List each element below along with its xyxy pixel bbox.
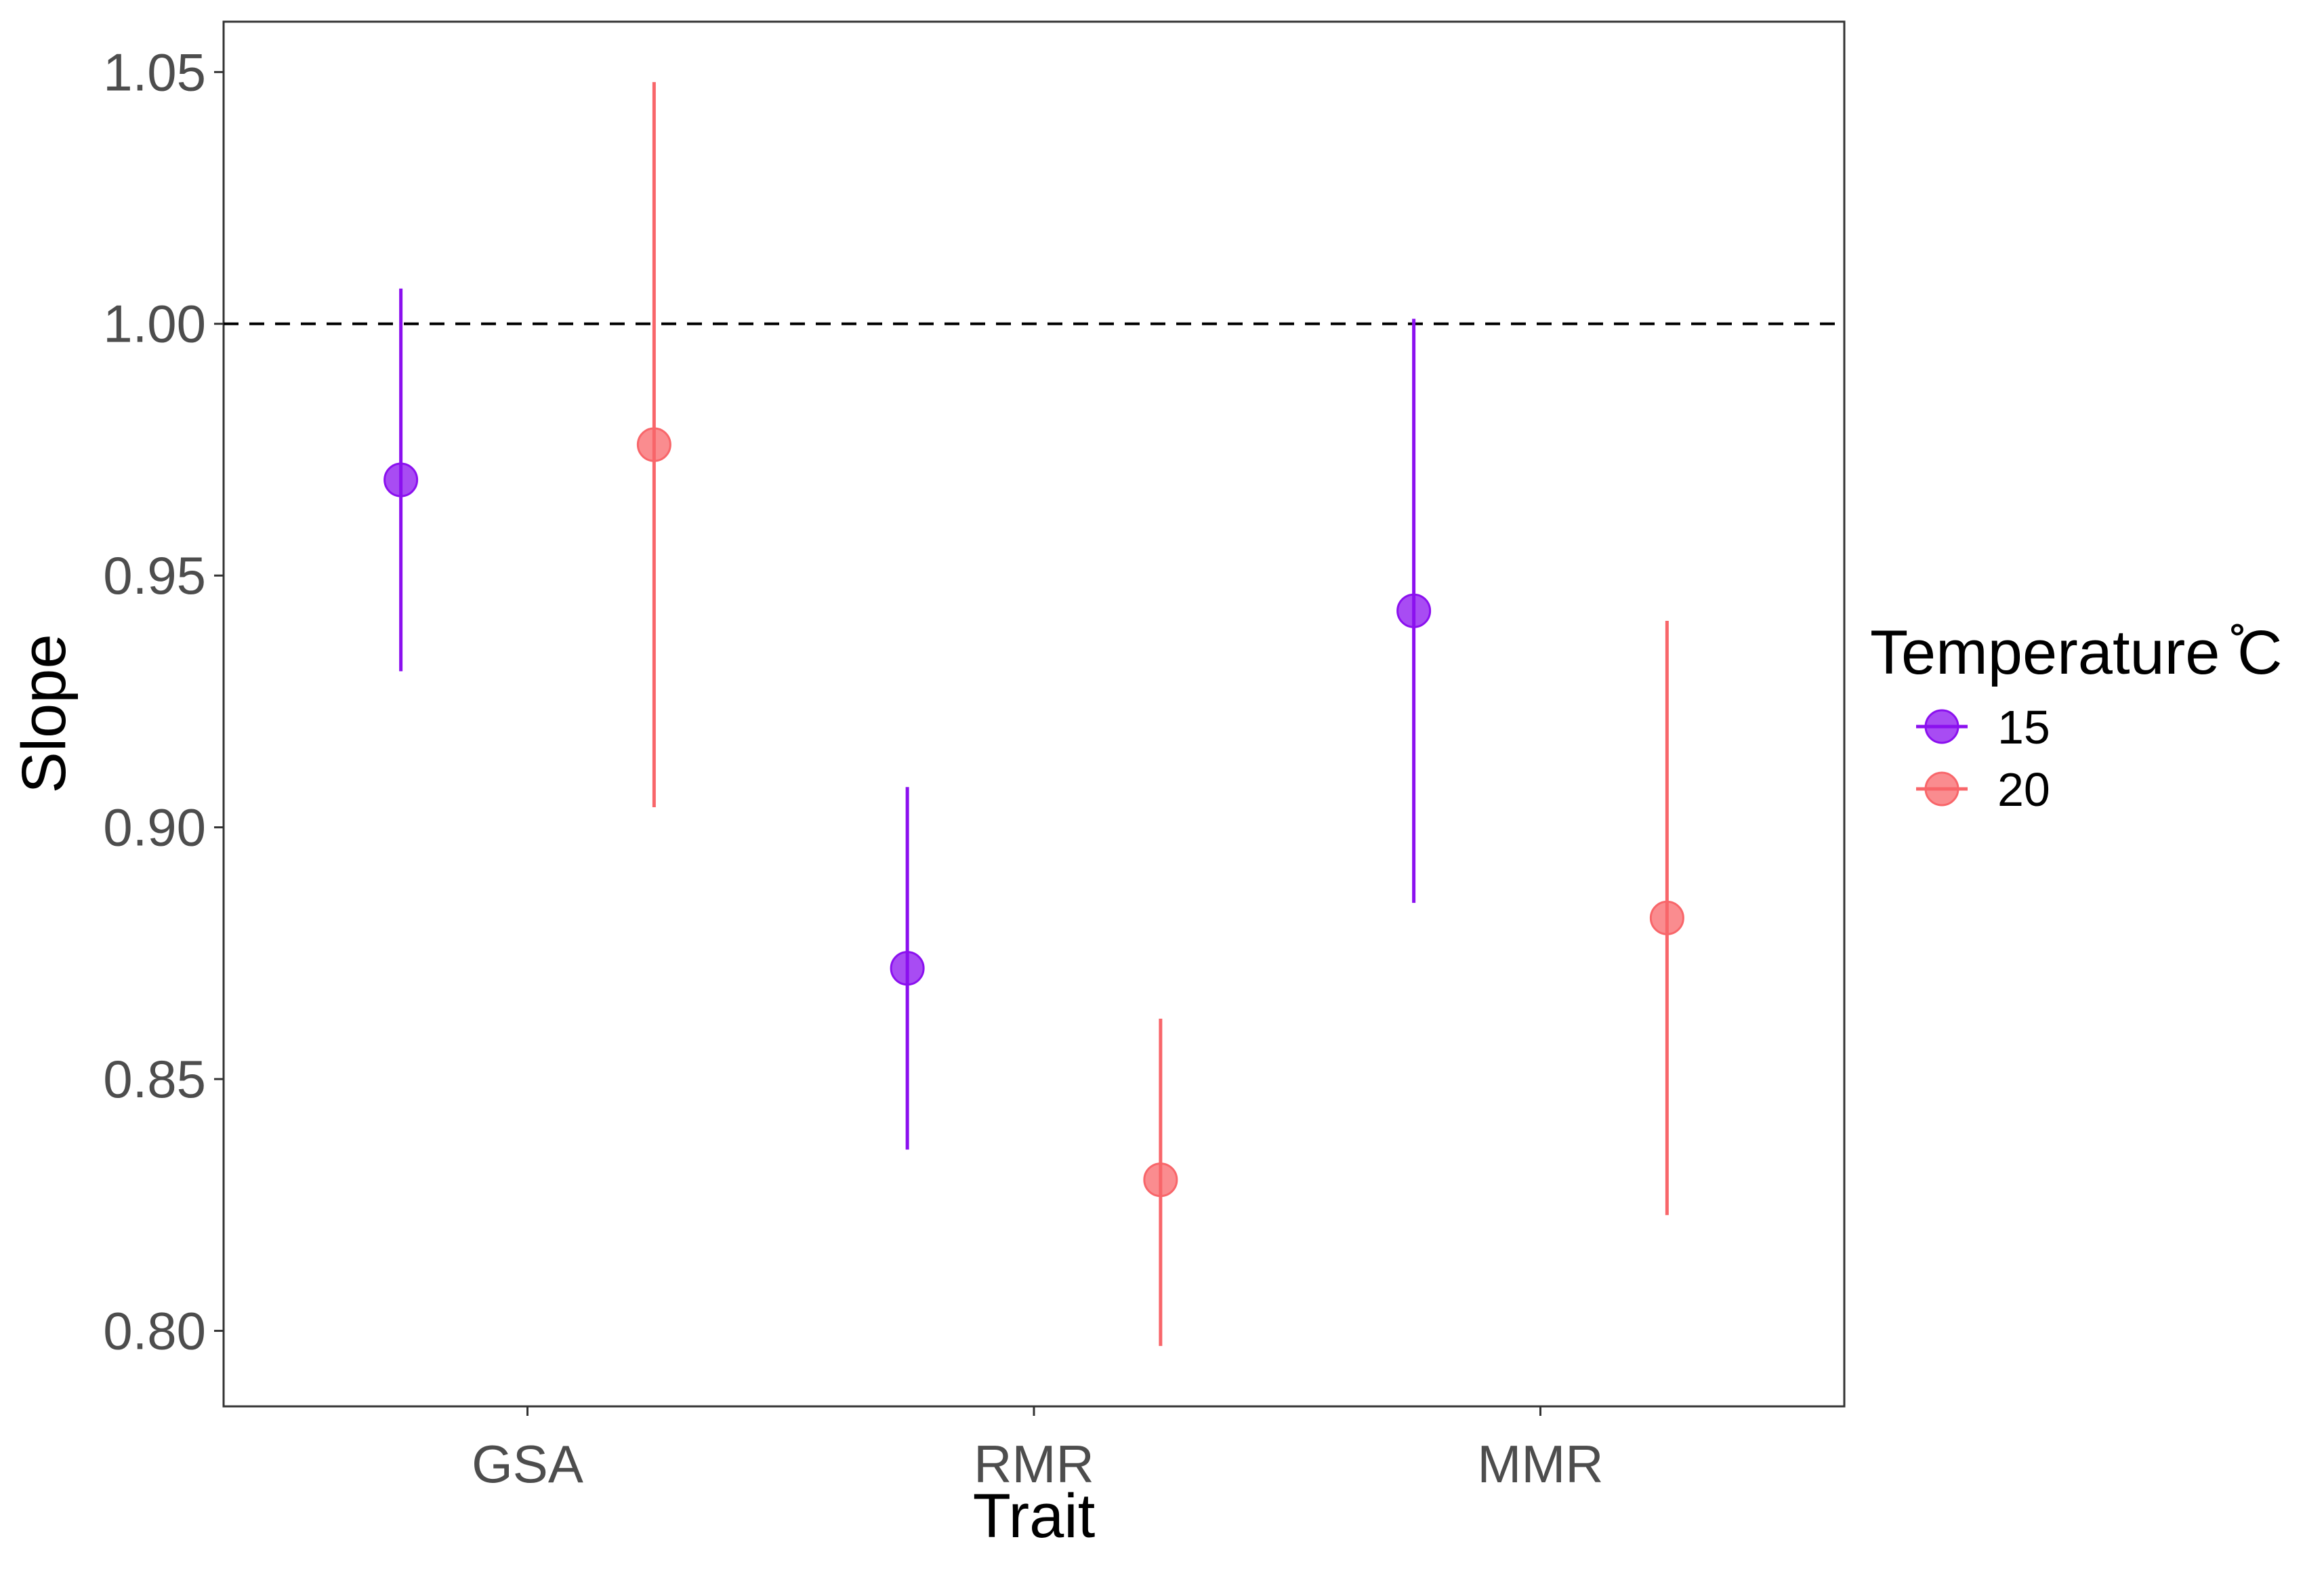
legend-label: 20 [1997, 763, 2050, 816]
legend-key-point [1924, 709, 1959, 744]
y-tick-label: 0.85 [103, 1049, 206, 1109]
x-tick-label: RMR [974, 1434, 1094, 1494]
y-tick-label: 1.05 [103, 42, 206, 102]
legend-label: 15 [1997, 701, 2050, 754]
plot-panel [222, 20, 1846, 1408]
x-axis-title: Trait [973, 1482, 1096, 1551]
legend-title: Temperature ̊C [1870, 618, 2282, 687]
y-tick-label: 0.95 [103, 546, 206, 605]
point-20-gsa [636, 427, 671, 462]
point-20-mmr [1649, 900, 1684, 935]
legend: Temperature ̊C 15 20 [1870, 618, 2282, 816]
y-tick-label: 0.90 [103, 798, 206, 857]
point-15-gsa [383, 462, 419, 497]
y-axis-title: Slope [9, 634, 79, 793]
y-tick-label: 0.80 [103, 1301, 206, 1361]
point-15-rmr [890, 951, 925, 986]
x-tick-label: MMR [1477, 1434, 1603, 1494]
point-15-mmr [1396, 593, 1432, 628]
x-tick-label: GSA [472, 1434, 583, 1494]
point-20-rmr [1143, 1162, 1178, 1198]
y-tick-label: 1.00 [103, 294, 206, 354]
legend-key-point [1924, 771, 1959, 807]
